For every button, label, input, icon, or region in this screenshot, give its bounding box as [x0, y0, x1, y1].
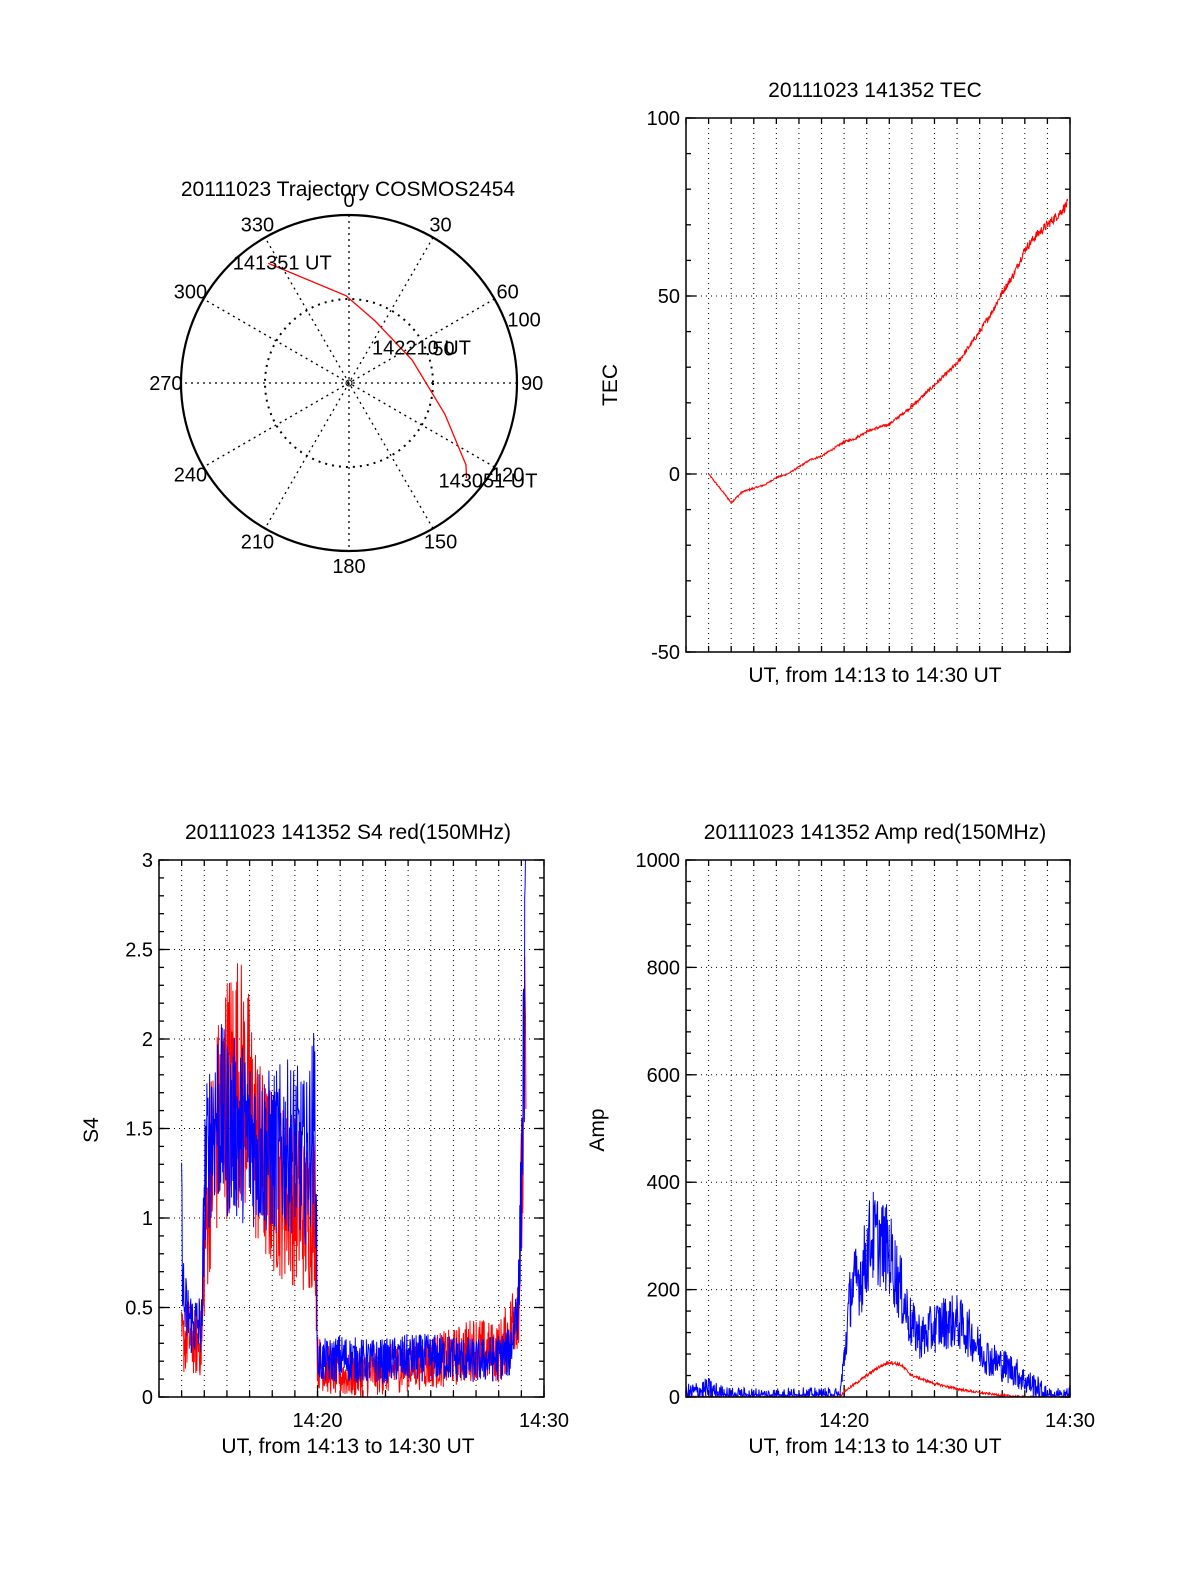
- polar-angle-label: 0: [343, 190, 354, 212]
- polar-time-annotation: 141351 UT: [233, 253, 332, 275]
- y-tick-label: 3: [142, 850, 153, 872]
- polar-angle-label: 210: [241, 532, 274, 554]
- y-tick-label: 600: [647, 1065, 680, 1087]
- x-tick-label: 14:30: [519, 1410, 569, 1432]
- series-1-group: [181, 860, 526, 1384]
- s4-panel: 20111023 141352 S4 red(150MHz) UT, from …: [80, 821, 569, 1458]
- polar-angle-label: 30: [429, 214, 451, 236]
- y-tick-label: -50: [651, 642, 680, 664]
- polar-title: 20111023 Trajectory COSMOS2454: [181, 178, 516, 201]
- y-tick-label: 0: [669, 464, 680, 486]
- y-tick-label: 0: [142, 1387, 153, 1409]
- amp-panel: 20111023 141352 Amp red(150MHz) UT, from…: [586, 821, 1095, 1458]
- series-0-line: [708, 198, 1069, 504]
- polar-center-marker: [345, 379, 353, 387]
- polar-angle-label: 150: [424, 532, 457, 554]
- polar-angle-label: 270: [149, 373, 182, 395]
- y-tick-label: 50: [658, 286, 680, 308]
- plot-frame: [158, 859, 545, 1398]
- amp-xlabel: UT, from 14:13 to 14:30 UT: [748, 1435, 1001, 1458]
- y-tick-label: 1.5: [125, 1119, 153, 1141]
- series-1-line: [686, 1191, 1070, 1397]
- series-0-line: [181, 956, 527, 1397]
- s4-ylabel: S4: [80, 1117, 103, 1143]
- plot-frame: [685, 117, 1071, 653]
- polar-time-annotation: 142210 UT: [372, 338, 471, 360]
- y-tick-label: 100: [647, 108, 680, 130]
- plot-frame: [685, 859, 1071, 1398]
- s4-xlabel: UT, from 14:13 to 14:30 UT: [221, 1435, 474, 1458]
- x-tick-label: 14:30: [1045, 1410, 1095, 1432]
- polar-angle-label: 330: [241, 214, 274, 236]
- y-tick-label: 0: [669, 1387, 680, 1409]
- series-0-group: [708, 198, 1069, 504]
- amp-ylabel: Amp: [586, 1108, 609, 1151]
- tec-title: 20111023 141352 TEC: [768, 79, 982, 102]
- tec-xlabel: UT, from 14:13 to 14:30 UT: [748, 664, 1001, 687]
- polar-angle-label: 300: [174, 281, 207, 303]
- y-tick-label: 1: [142, 1208, 153, 1230]
- amp-title: 20111023 141352 Amp red(150MHz): [704, 821, 1046, 844]
- x-tick-label: 14:20: [819, 1410, 869, 1432]
- y-tick-label: 400: [647, 1172, 680, 1194]
- polar-angle-label: 240: [174, 465, 207, 487]
- polar-angle-label: 120: [491, 465, 524, 487]
- x-tick-label: 14:20: [292, 1410, 342, 1432]
- polar-ring-label: 50: [432, 339, 454, 361]
- y-tick-label: 2.5: [125, 940, 153, 962]
- series-1-group: [686, 1191, 1070, 1397]
- tec-panel: 20111023 141352 TEC UT, from 14:13 to 14…: [599, 79, 1071, 687]
- y-tick-label: 1000: [636, 850, 681, 872]
- polar-ring-label: 100: [507, 309, 540, 331]
- y-tick-label: 0.5: [125, 1298, 153, 1320]
- polar-spoke: [264, 237, 434, 529]
- polar-time-annotation: 143051 UT: [439, 470, 538, 492]
- series-0-group: [181, 956, 527, 1397]
- polar-trajectory-panel: 20111023 Trajectory COSMOS2454 0 30 60 90 12…: [149, 178, 543, 578]
- series-1-line: [181, 860, 526, 1384]
- y-tick-label: 200: [647, 1280, 680, 1302]
- polar-angle-label: 60: [496, 281, 518, 303]
- y-tick-label: 2: [142, 1029, 153, 1051]
- s4-title: 20111023 141352 S4 red(150MHz): [185, 821, 511, 844]
- y-tick-label: 800: [647, 957, 680, 979]
- tec-ylabel: TEC: [599, 364, 622, 406]
- polar-trajectory-line: [267, 262, 468, 479]
- polar-angle-label: 180: [332, 556, 365, 578]
- polar-angle-label: 90: [521, 373, 543, 395]
